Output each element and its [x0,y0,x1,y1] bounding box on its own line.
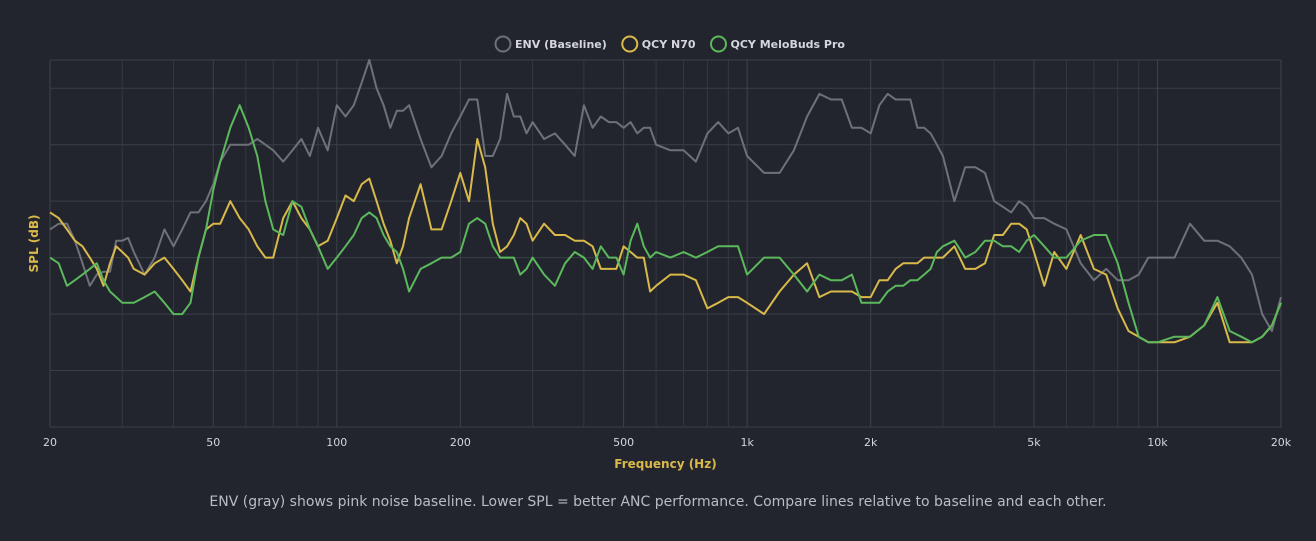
x-tick-label: 500 [613,436,634,449]
series-line-qcy-melobuds-pro [49,104,1282,344]
grid [49,59,1282,428]
chart-caption: ENV (gray) shows pink noise baseline. Lo… [209,494,1107,510]
series-line-qcy-n70 [49,138,1282,344]
x-tick-labels: 20 50 100 200 500 1k 2k 5k 10k 20k [43,436,1292,449]
legend-marker-icon [621,35,639,53]
x-tick-label: 20 [43,436,57,449]
legend-label: QCY MeloBuds Pro [731,38,846,51]
legend-marker-icon [710,35,727,53]
y-axis-title: SPL (dB) [27,215,41,273]
legend-item[interactable]: QCY N70 [621,35,696,53]
x-tick-label: 50 [206,436,220,449]
x-tick-label: 5k [1027,436,1041,449]
series-line-env-baseline [49,59,1282,332]
legend-marker-icon [494,35,512,53]
legend-item[interactable]: ENV (Baseline) [494,35,607,53]
series-group [49,59,1282,344]
legend-label: QCY N70 [642,38,696,51]
legend: ENV (Baseline) QCY N70 QCY MeloBuds Pro [494,35,846,53]
x-tick-label: 10k [1147,436,1168,449]
x-tick-label: 100 [326,436,347,449]
legend-label: ENV (Baseline) [515,38,607,51]
x-tick-label: 20k [1271,436,1292,449]
x-tick-label: 200 [450,436,471,449]
legend-item[interactable]: QCY MeloBuds Pro [710,35,846,53]
x-tick-label: 1k [740,436,754,449]
x-tick-label: 2k [864,436,878,449]
x-axis-title: Frequency (Hz) [614,457,716,471]
